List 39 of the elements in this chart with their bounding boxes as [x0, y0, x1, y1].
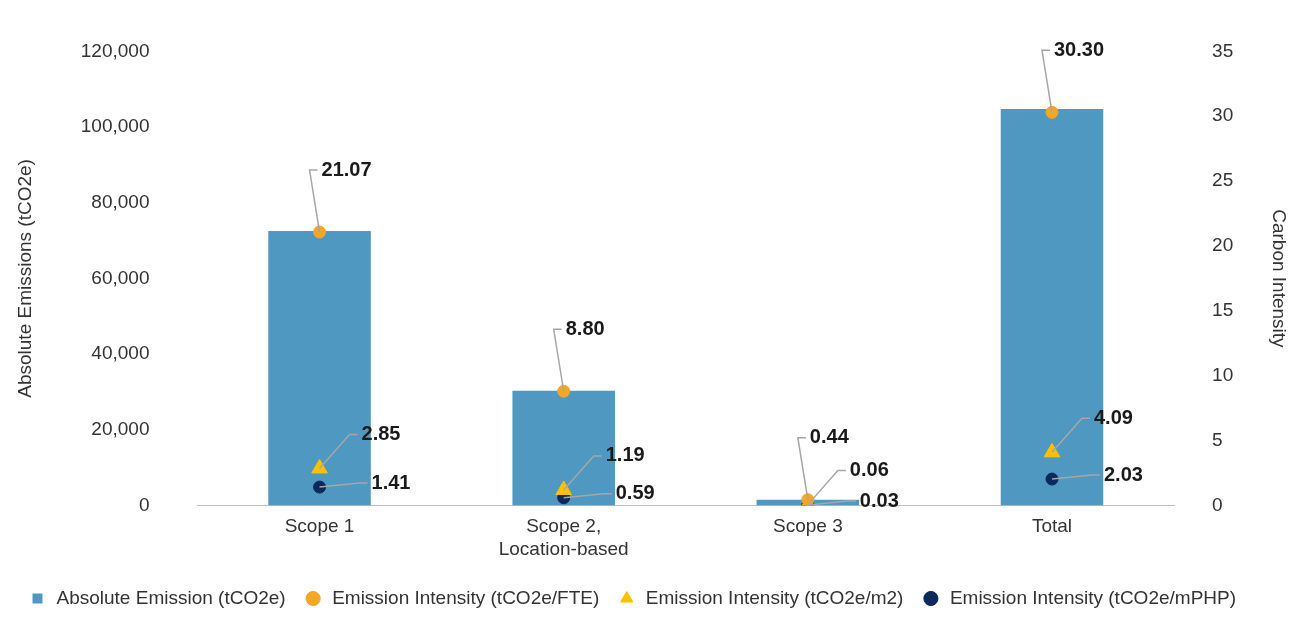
point	[1045, 105, 1059, 119]
y2-axis-title: Carbon Intensity	[1269, 209, 1291, 349]
point	[313, 225, 327, 239]
x-tick-label: Scope 3	[772, 515, 843, 537]
y-tick-label: 120,000	[80, 39, 150, 61]
y-tick-label: 40,000	[91, 342, 150, 364]
point	[557, 384, 571, 398]
y-tick-label: 20,000	[91, 417, 150, 439]
y-axis-title: Absolute Emissions (tCO2e)	[13, 159, 35, 398]
y2-tick-label: 30	[1212, 104, 1234, 126]
data-label: 30.30	[1053, 37, 1105, 60]
data-label: 0.59	[615, 481, 655, 504]
data-label: 0.03	[859, 488, 899, 511]
y2-tick-label: 15	[1212, 299, 1234, 321]
data-label: 8.80	[565, 316, 605, 339]
y2-tick-label: 20	[1212, 234, 1234, 256]
y2-tick-label: 35	[1212, 39, 1234, 61]
point	[313, 480, 327, 494]
y2-tick-label: 10	[1212, 363, 1234, 385]
y-tick-label: 80,000	[91, 190, 150, 212]
legend-label: Absolute Emission (tCO2e)	[56, 586, 286, 608]
x-tick-label: Total	[1031, 515, 1073, 537]
data-label: 0.44	[809, 425, 850, 448]
y2-tick-label: 0	[1212, 493, 1223, 515]
y2-tick-label: 5	[1212, 428, 1223, 450]
y-tick-label: 100,000	[80, 115, 150, 137]
y-tick-label: 0	[138, 493, 150, 515]
legend-label: Emission Intensity (tCO2e/m2)	[645, 586, 904, 608]
data-label: 0.06	[849, 458, 889, 481]
x-tick-label: Scope 1	[284, 515, 355, 537]
x-tick-label: Scope 2, Location-based	[498, 515, 629, 559]
data-label: 21.07	[321, 157, 372, 180]
data-label: 2.03	[1103, 462, 1143, 485]
y2-tick-label: 25	[1212, 169, 1234, 191]
y-tick-label: 60,000	[91, 266, 150, 288]
legend-label: Emission Intensity (tCO2e/FTE)	[332, 586, 600, 608]
legend-label: Emission Intensity (tCO2e/mPHP)	[949, 586, 1237, 608]
point	[1045, 472, 1059, 486]
data-label: 1.41	[371, 470, 411, 493]
